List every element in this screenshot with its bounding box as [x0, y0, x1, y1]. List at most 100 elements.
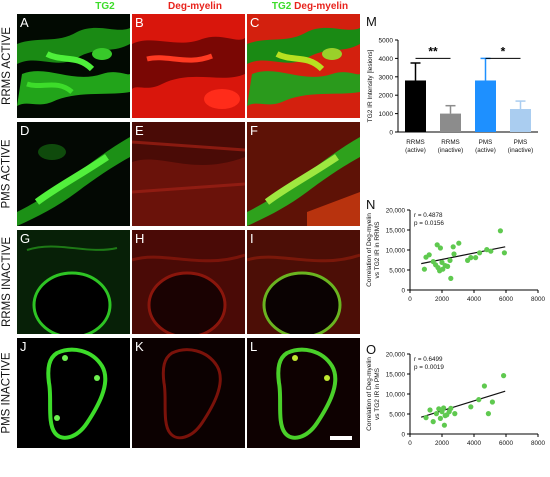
scatter-rrms-point-15 — [450, 244, 456, 250]
bar-y-tick-label: 0 — [389, 130, 393, 137]
micrograph-j-image — [46, 347, 108, 440]
header-merged-deg-myelin: Deg-myelin — [294, 1, 349, 12]
scatter-rrms-y-axis-label-line2: vs TG2 IR in RRMS — [374, 221, 381, 279]
scatter-pms-point-0 — [423, 415, 429, 421]
micrograph-panel-i: I — [247, 230, 360, 334]
scatter-pms-annotation-r: r = 0.6499 — [414, 356, 443, 363]
scatter-rrms-y-tick-label: 0 — [401, 288, 405, 295]
micrograph-panel-l: L — [247, 338, 360, 448]
bar-category-sublabel-0: (active) — [405, 147, 426, 154]
scatter-rrms-x-tick-label: 0 — [408, 296, 412, 303]
micrograph-e-image — [132, 122, 245, 226]
panel-letter-i: I — [250, 231, 254, 246]
header-tg2: TG2 — [95, 1, 115, 12]
bar-2 — [475, 80, 496, 132]
panel-letter-c: C — [250, 15, 260, 30]
micrograph-l-image — [247, 338, 360, 448]
scatter-rrms-point-22 — [484, 247, 490, 253]
bar-category-label-2: PMS — [479, 139, 493, 146]
scatter-pms-point-16 — [481, 383, 487, 389]
figure-letter-o: O — [366, 342, 377, 357]
scatter-pms-x-tick-label: 8000 — [531, 440, 546, 447]
micrograph-b-image — [132, 14, 245, 118]
scatter-chart-rrms: 0 5,000 10,000 15,000 20,000 0 2000 4000 6000 800… — [366, 208, 546, 304]
scatter-pms-point-5 — [437, 415, 443, 421]
bar-category-sublabel-3: (inactive) — [508, 147, 534, 154]
scatter-rrms-x-tick-label: 6000 — [499, 296, 514, 303]
micrograph-d-image — [17, 137, 130, 226]
micrograph-panel-d: D — [17, 122, 130, 226]
scatter-pms-point-19 — [501, 373, 507, 379]
scatter-pms-y-tick-label: 10,000 — [386, 392, 406, 399]
bar-category-label-0: RRMS — [406, 139, 425, 146]
scatter-pms-point-15 — [476, 397, 482, 403]
panel-letter-f: F — [250, 123, 258, 138]
scatter-rrms-point-8 — [437, 245, 443, 251]
micrograph-i-image — [247, 230, 360, 334]
scatter-pms-point-17 — [485, 411, 491, 417]
scatter-rrms-point-14 — [448, 275, 454, 281]
scatter-rrms-annotation-r: r = 0.4878 — [414, 212, 443, 219]
panel-letter-g: G — [20, 231, 31, 246]
scatter-rrms-point-24 — [497, 228, 503, 234]
scatter-rrms-point-9 — [439, 259, 445, 265]
scatter-pms-x-tick-label: 0 — [408, 440, 412, 447]
scatter-rrms-x-tick-label: 2000 — [435, 296, 450, 303]
bar-y-tick-label: 1000 — [379, 111, 394, 118]
bar-category-label-1: RRMS — [441, 139, 460, 146]
scatter-rrms-y-tick-label: 20,000 — [386, 208, 406, 215]
micrograph-panel-c: C — [247, 14, 360, 118]
bar-y-tick-label: 3000 — [379, 74, 394, 81]
row-label-pms-inactive: PMS INACTIVE — [1, 352, 13, 434]
scatter-rrms-point-25 — [501, 250, 507, 256]
panel-letter-d: D — [20, 123, 30, 138]
scatter-pms-point-12 — [448, 405, 454, 411]
scatter-pms-point-7 — [441, 405, 447, 411]
micrograph-panel-b: B — [132, 14, 245, 118]
scatter-rrms-point-20 — [473, 255, 479, 261]
scatter-rrms-point-23 — [488, 248, 494, 254]
row-label-rrms-active: RRMS ACTIVE — [1, 27, 13, 105]
scatter-rrms-point-17 — [456, 240, 462, 246]
scatter-rrms-x-tick-label: 4000 — [467, 296, 482, 303]
header-deg-myelin: Deg-myelin — [168, 1, 222, 12]
scatter-rrms-point-13 — [447, 257, 453, 263]
micrograph-panel-a: A — [17, 14, 130, 118]
bar-1 — [440, 113, 461, 132]
scatter-pms-point-14 — [468, 404, 474, 410]
scatter-pms-y-tick-label: 0 — [401, 432, 405, 439]
bar-category-sublabel-1: (inactive) — [438, 147, 464, 154]
micrograph-panel-g: G — [17, 230, 130, 334]
panel-letter-b: B — [135, 15, 144, 30]
scatter-pms-point-2 — [430, 419, 436, 425]
scatter-pms-point-8 — [441, 422, 447, 428]
bar-chart-tg2-intensity: 0 1000 2000 3000 4000 5000 TG2 IR Intensity [l… — [367, 38, 538, 154]
row-label-rrms-inactive: RRMS INACTIVE — [1, 236, 13, 328]
scatter-rrms-y-tick-label: 15,000 — [386, 228, 406, 235]
panel-letter-l: L — [250, 339, 258, 354]
scatter-pms-y-tick-label: 20,000 — [386, 352, 406, 359]
micrograph-panel-k: K — [132, 338, 245, 448]
scatter-rrms-point-12 — [445, 263, 451, 269]
panel-letter-k: K — [135, 339, 144, 354]
significance-marker-rrms: ** — [428, 44, 438, 58]
scatter-pms-y-axis-label-line1: Correlation of Deg-myelin — [366, 357, 373, 431]
micrograph-panel-j: J — [17, 338, 130, 448]
bar-0 — [405, 80, 426, 132]
scatter-rrms-annotation-p: p = 0.0156 — [414, 220, 444, 227]
bar-y-tick-label: 2000 — [379, 93, 394, 100]
micrograph-c-image — [247, 14, 360, 118]
scatter-rrms-point-5 — [434, 242, 440, 248]
figure-letter-n: N — [366, 197, 376, 212]
micrograph-panel-e: E — [132, 122, 245, 226]
scatter-rrms-x-tick-label: 8000 — [531, 296, 546, 303]
row-label-pms-active: PMS ACTIVE — [1, 139, 13, 209]
scatter-rrms-y-tick-label: 5,000 — [389, 268, 405, 275]
scatter-rrms-y-tick-label: 10,000 — [386, 248, 406, 255]
bar-3 — [510, 109, 531, 132]
scatter-rrms-point-0 — [421, 266, 427, 272]
scatter-rrms-y-axis-label-line1: Correlation of Deg-myelin — [366, 213, 373, 287]
panel-letter-a: A — [20, 15, 29, 30]
scatter-pms-y-tick-label: 15,000 — [386, 372, 406, 379]
scatter-pms-x-tick-label: 2000 — [435, 440, 450, 447]
